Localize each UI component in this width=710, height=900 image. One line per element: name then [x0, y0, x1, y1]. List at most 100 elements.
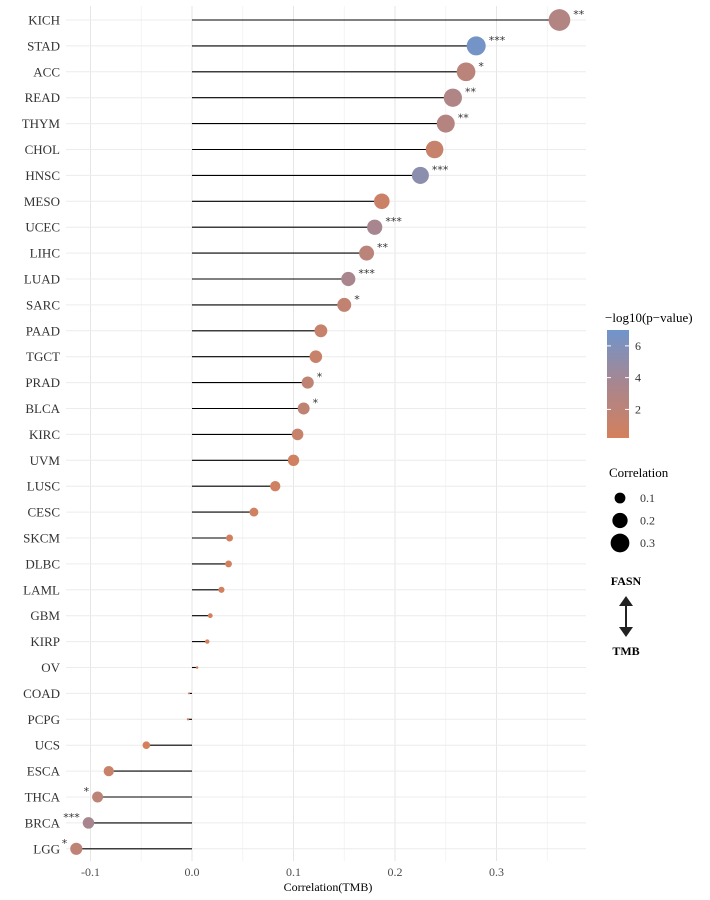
significance-luad: ***: [358, 267, 375, 280]
point-coad: [187, 692, 190, 695]
size-legend-label: 0.2: [640, 514, 655, 528]
point-chol: [425, 140, 444, 159]
color-legend-label: 4: [635, 371, 641, 385]
point-tgct: [309, 350, 323, 363]
point-esca: [103, 765, 114, 777]
category-label-dlbc: DLBC: [25, 556, 60, 571]
category-label-gbm: GBM: [30, 608, 60, 623]
category-label-lgg: LGG: [33, 841, 60, 856]
category-label-pcpg: PCPG: [27, 712, 60, 727]
point-kirp: [205, 639, 210, 644]
point-skcm: [226, 534, 234, 542]
annotation-top-label: FASN: [611, 574, 642, 588]
x-tick-label: 0.0: [185, 865, 200, 879]
point-ucs: [142, 741, 151, 750]
category-label-stad: STAD: [27, 38, 60, 53]
category-label-coad: COAD: [23, 686, 60, 701]
category-label-thca: THCA: [25, 790, 61, 805]
color-legend-label: 6: [635, 339, 641, 353]
size-legend: Correlation 0.1 0.2 0.3: [609, 465, 669, 553]
point-laml: [218, 586, 225, 593]
point-prad: [301, 376, 314, 389]
size-legend-label: 0.1: [640, 491, 655, 505]
category-label-skcm: SKCM: [23, 531, 60, 546]
x-tick-labels: -0.1 0.0 0.1 0.2 0.3: [81, 865, 504, 879]
category-labels: KICH STAD ACC READ THYM CHOL HNSC MESO UCEC LIHC L…: [22, 13, 61, 857]
point-uvm: [287, 454, 300, 466]
point-gbm: [207, 613, 213, 619]
category-label-brca: BRCA: [25, 815, 61, 830]
point-brca: [82, 817, 95, 829]
category-label-esca: ESCA: [27, 764, 61, 779]
category-label-ucec: UCEC: [25, 220, 60, 235]
point-pcpg: [186, 718, 190, 721]
category-label-uvm: UVM: [30, 453, 61, 468]
category-label-tgct: TGCT: [26, 349, 60, 364]
significance-kich: **: [573, 8, 585, 21]
color-legend-title: −log10(p−value): [605, 310, 693, 325]
category-label-ucs: UCS: [35, 738, 60, 753]
category-label-hnsc: HNSC: [25, 168, 60, 183]
point-meso: [374, 193, 390, 210]
category-label-paad: PAAD: [26, 323, 60, 338]
size-legend-point: [610, 533, 630, 553]
points: [70, 9, 571, 855]
point-blca: [297, 402, 310, 415]
category-label-lihc: LIHC: [30, 246, 60, 261]
category-label-kirp: KIRP: [30, 634, 60, 649]
x-tick-label: -0.1: [81, 865, 100, 879]
significance-ucec: ***: [385, 215, 402, 228]
point-ucec: [367, 219, 383, 235]
significance-sarc: *: [354, 293, 360, 306]
point-acc: [456, 62, 476, 82]
point-ov: [195, 666, 199, 669]
point-lusc: [270, 481, 281, 492]
point-paad: [314, 324, 328, 338]
category-label-chol: CHOL: [25, 142, 60, 157]
category-label-laml: LAML: [23, 582, 60, 597]
significance-blca: *: [313, 397, 319, 410]
category-label-ov: OV: [41, 660, 60, 675]
double-arrow-icon: [619, 596, 633, 637]
color-legend-label: 2: [635, 402, 641, 416]
size-legend-point: [614, 492, 626, 504]
significance-thca: *: [84, 785, 90, 798]
significance-lgg: *: [62, 837, 68, 850]
category-label-thym: THYM: [22, 116, 61, 131]
significance-labels: *****************************: [62, 8, 585, 850]
point-hnsc: [411, 166, 429, 184]
category-label-read: READ: [25, 90, 60, 105]
size-legend-items: 0.1 0.2 0.3: [610, 491, 655, 553]
point-luad: [341, 271, 356, 287]
significance-brca: ***: [63, 811, 80, 824]
category-label-prad: PRAD: [25, 375, 60, 390]
plot-panel: [66, 6, 586, 861]
size-legend-point: [612, 512, 628, 529]
significance-read: **: [465, 86, 477, 99]
category-label-kirc: KIRC: [29, 427, 60, 442]
size-legend-title: Correlation: [609, 465, 669, 480]
point-kich: [548, 9, 571, 31]
color-legend-ticks: 2 4 6: [607, 339, 641, 416]
point-stad: [466, 36, 486, 56]
significance-thym: **: [458, 112, 470, 125]
color-legend-bar: [607, 330, 629, 438]
stems: [76, 19, 560, 850]
category-label-acc: ACC: [33, 64, 60, 79]
category-label-meso: MESO: [24, 194, 60, 209]
category-label-blca: BLCA: [25, 401, 60, 416]
point-dlbc: [225, 560, 232, 568]
x-tick-label: 0.2: [388, 865, 403, 879]
x-tick-label: 0.1: [286, 865, 301, 879]
significance-acc: *: [478, 60, 484, 73]
x-tick-label: 0.3: [489, 865, 504, 879]
significance-hnsc: ***: [432, 163, 449, 176]
category-label-luad: LUAD: [24, 272, 60, 287]
significance-prad: *: [317, 371, 323, 384]
significance-stad: ***: [489, 34, 506, 47]
point-sarc: [337, 297, 352, 312]
x-axis-title: Correlation(TMB): [284, 880, 373, 894]
color-legend: −log10(p−value) 2 4 6: [605, 310, 693, 438]
category-label-sarc: SARC: [26, 297, 60, 312]
